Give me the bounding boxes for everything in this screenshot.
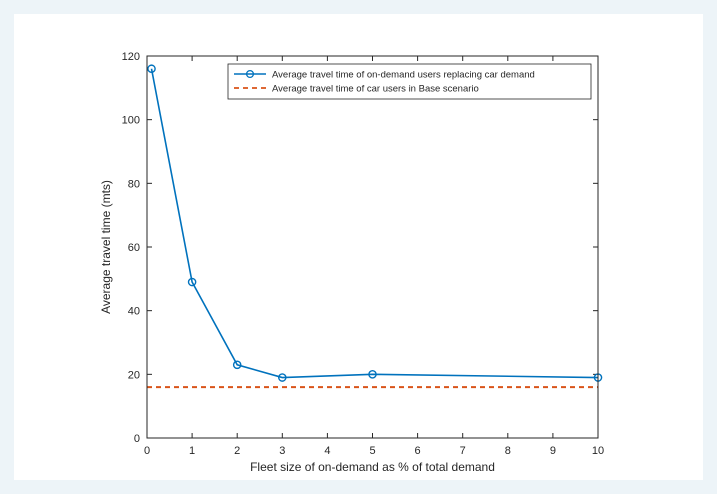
y-tick-label: 20 — [128, 369, 140, 381]
data-point — [368, 370, 377, 379]
series-layer — [147, 64, 603, 389]
y-tick-label: 40 — [128, 306, 140, 318]
x-tick-label: 10 — [592, 445, 604, 457]
x-tick-label: 2 — [234, 445, 240, 457]
series-line-1 — [150, 68, 599, 379]
data-point — [232, 360, 242, 370]
x-axis-label: Fleet size of on-demand as % of total de… — [250, 460, 495, 474]
x-tick-label: 0 — [144, 445, 150, 457]
legend-marker — [245, 69, 255, 79]
y-tick-label: 0 — [134, 433, 140, 445]
legend-entry-2: Average travel time of car users in Base… — [272, 84, 479, 95]
y-tick-label: 60 — [128, 242, 140, 254]
x-tick-label: 6 — [415, 445, 421, 457]
x-tick-label: 5 — [369, 445, 375, 457]
x-tick-label: 8 — [505, 445, 511, 457]
x-tick-label: 3 — [279, 445, 285, 457]
legend-box — [227, 63, 592, 100]
data-point — [147, 64, 156, 74]
figure-panel: 0 1 2 3 4 5 6 7 8 9 10 0 20 40 60 80 100 120 Average trav… — [14, 14, 703, 480]
y-tick-label: 80 — [128, 178, 140, 190]
data-point — [187, 277, 197, 287]
legend-entry-1: Average travel time of on-demand users r… — [272, 70, 535, 81]
y-axis-label: Average travel time (mts) — [99, 180, 113, 314]
data-point — [277, 373, 287, 382]
x-tick-label: 7 — [460, 445, 466, 457]
x-tick-label: 1 — [189, 445, 195, 457]
x-tick-label: 4 — [324, 445, 330, 457]
x-tick-label: 9 — [550, 445, 556, 457]
legend: Average travel time of on-demand users r… — [227, 63, 592, 100]
y-tick-label: 100 — [122, 115, 140, 127]
axes-box — [146, 55, 599, 439]
y-tick-label: 120 — [122, 51, 140, 63]
